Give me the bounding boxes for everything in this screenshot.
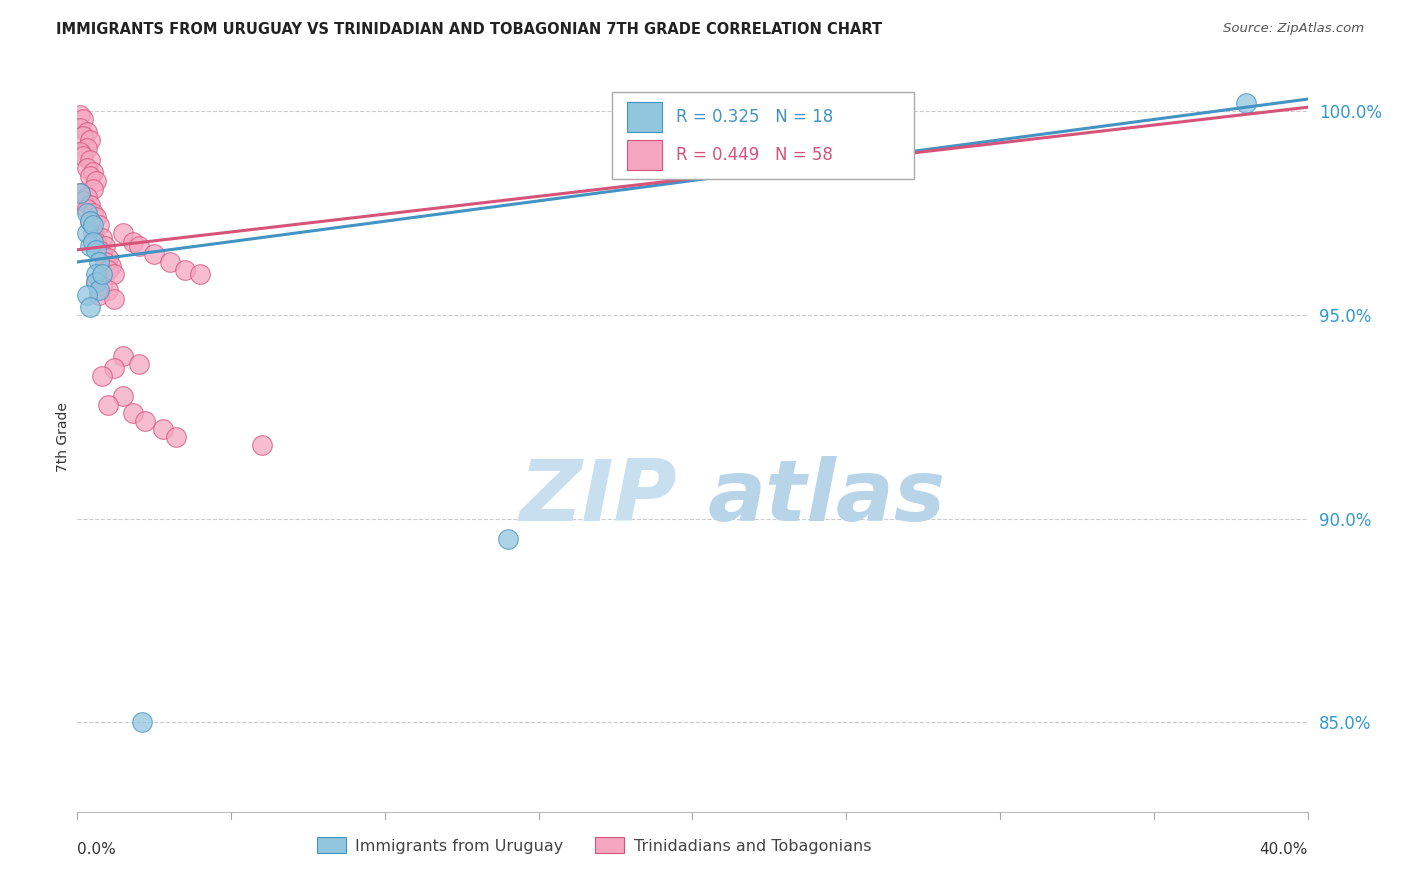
Point bbox=[76, 125, 98, 139]
Text: R = 0.449   N = 58: R = 0.449 N = 58 bbox=[676, 145, 834, 163]
Point bbox=[69, 186, 91, 200]
Point bbox=[90, 267, 114, 281]
Point bbox=[82, 219, 104, 233]
Point bbox=[90, 230, 114, 244]
Point bbox=[128, 357, 150, 371]
Point bbox=[84, 173, 107, 187]
Point bbox=[97, 397, 120, 411]
Point bbox=[76, 206, 98, 220]
Point bbox=[69, 186, 91, 200]
Point bbox=[87, 243, 110, 257]
Point bbox=[79, 214, 101, 228]
Point bbox=[87, 287, 110, 301]
Point bbox=[69, 145, 91, 159]
Point bbox=[84, 243, 107, 257]
Point bbox=[103, 292, 125, 306]
Point bbox=[121, 235, 143, 249]
Point bbox=[143, 247, 166, 261]
Point bbox=[82, 206, 104, 220]
Point bbox=[1234, 96, 1257, 111]
Point bbox=[79, 238, 101, 252]
Point bbox=[76, 190, 98, 204]
Point bbox=[97, 251, 120, 265]
Point bbox=[131, 715, 153, 730]
Point bbox=[90, 369, 114, 384]
Text: ZIP: ZIP bbox=[519, 456, 678, 539]
Point bbox=[103, 360, 125, 375]
Point bbox=[250, 438, 273, 452]
Point bbox=[76, 287, 98, 301]
Point bbox=[72, 128, 94, 143]
Point bbox=[152, 422, 174, 436]
Point bbox=[72, 112, 94, 127]
Point bbox=[112, 349, 135, 363]
Point bbox=[84, 276, 107, 290]
Point bbox=[79, 214, 101, 228]
Point bbox=[90, 247, 114, 261]
Point bbox=[79, 198, 101, 212]
Point bbox=[87, 284, 110, 298]
Point bbox=[112, 227, 135, 241]
Text: atlas: atlas bbox=[707, 456, 946, 539]
Text: R = 0.325   N = 18: R = 0.325 N = 18 bbox=[676, 108, 834, 126]
Point bbox=[84, 235, 107, 249]
Point bbox=[87, 219, 110, 233]
Point bbox=[76, 227, 98, 241]
Point bbox=[94, 238, 117, 252]
Point bbox=[174, 263, 197, 277]
Point bbox=[128, 238, 150, 252]
Point bbox=[90, 279, 114, 293]
Point bbox=[121, 406, 143, 420]
Point bbox=[72, 194, 94, 208]
Bar bbox=[627, 103, 662, 132]
Point bbox=[159, 255, 181, 269]
FancyBboxPatch shape bbox=[613, 93, 914, 178]
Point bbox=[79, 153, 101, 168]
Point bbox=[82, 182, 104, 196]
Point bbox=[82, 165, 104, 179]
Point bbox=[69, 120, 91, 135]
Point bbox=[103, 267, 125, 281]
Point bbox=[496, 532, 519, 546]
Point bbox=[76, 202, 98, 216]
Point bbox=[134, 414, 156, 428]
Point bbox=[84, 276, 107, 290]
Point bbox=[97, 284, 120, 298]
Point bbox=[76, 141, 98, 155]
Point bbox=[79, 300, 101, 314]
Point bbox=[84, 210, 107, 224]
Point bbox=[69, 108, 91, 122]
Point bbox=[79, 169, 101, 184]
Text: IMMIGRANTS FROM URUGUAY VS TRINIDADIAN AND TOBAGONIAN 7TH GRADE CORRELATION CHAR: IMMIGRANTS FROM URUGUAY VS TRINIDADIAN A… bbox=[56, 22, 883, 37]
Point bbox=[97, 263, 120, 277]
Text: Source: ZipAtlas.com: Source: ZipAtlas.com bbox=[1223, 22, 1364, 36]
Point bbox=[100, 259, 122, 273]
Legend: Immigrants from Uruguay, Trinidadians and Tobagonians: Immigrants from Uruguay, Trinidadians an… bbox=[311, 830, 877, 860]
Point bbox=[82, 235, 104, 249]
Y-axis label: 7th Grade: 7th Grade bbox=[56, 402, 70, 472]
Point bbox=[112, 389, 135, 403]
Point bbox=[188, 267, 212, 281]
Point bbox=[87, 255, 110, 269]
Point bbox=[76, 161, 98, 176]
Point bbox=[84, 267, 107, 281]
Point bbox=[72, 149, 94, 163]
Point bbox=[165, 430, 187, 444]
Point bbox=[82, 227, 104, 241]
Point bbox=[94, 255, 117, 269]
Text: 40.0%: 40.0% bbox=[1260, 842, 1308, 856]
Bar bbox=[627, 140, 662, 169]
Text: 0.0%: 0.0% bbox=[77, 842, 117, 856]
Point bbox=[79, 133, 101, 147]
